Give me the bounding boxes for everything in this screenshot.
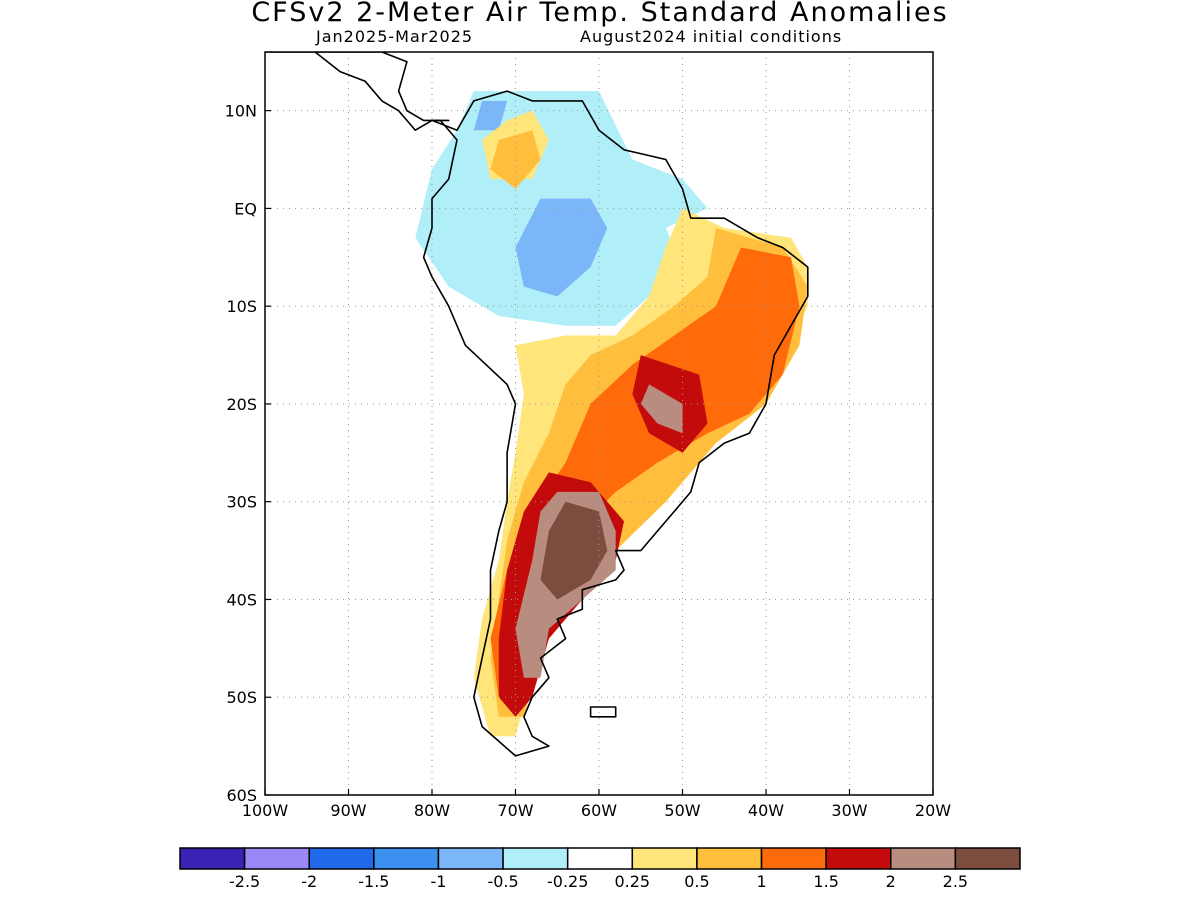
anomaly-region — [473, 100, 508, 131]
colorbar-label: 0.5 — [684, 872, 709, 891]
colorbar-swatch — [566, 847, 634, 870]
anomaly-region — [540, 501, 608, 600]
longitude-tick-label: 20W — [915, 801, 951, 820]
colorbar-swatch — [954, 847, 1021, 870]
chart-title: CFSv2 2-Meter Air Temp. Standard Anomali… — [251, 0, 949, 28]
longitude-tick-label: 90W — [330, 801, 366, 820]
anomaly-shading-layer — [415, 91, 808, 737]
colorbar-label: -0.5 — [487, 872, 518, 891]
latitude-tick-label: 10N — [225, 102, 257, 121]
colorbar-swatch — [373, 847, 440, 870]
latitude-tick-label: 60S — [226, 786, 257, 805]
colorbar-label: 1 — [756, 872, 766, 891]
longitude-tick-label: 50W — [664, 801, 700, 820]
latitude-tick-label: 10S — [226, 297, 257, 316]
colorbar-label: -1.5 — [358, 872, 389, 891]
colorbar-swatch — [502, 847, 569, 870]
colorbar-label: 2 — [886, 872, 896, 891]
coastline — [265, 52, 450, 131]
colorbar-label: -1 — [430, 872, 446, 891]
colorbar-label: 2.5 — [943, 872, 968, 891]
latitude-tick-label: 30S — [226, 493, 257, 512]
colorbar-swatch — [825, 847, 892, 870]
latitude-tick-label: 50S — [226, 688, 257, 707]
colorbar-swatch — [696, 847, 763, 870]
anomaly-region — [490, 247, 800, 698]
longitude-tick-label: 30W — [831, 801, 867, 820]
coastline-layer — [265, 52, 809, 757]
colorbar-swatch — [179, 847, 246, 870]
colorbar-label: 1.5 — [813, 872, 838, 891]
colorbar-swatch — [243, 847, 310, 870]
colorbar-swatch — [631, 847, 698, 870]
anomaly-region — [490, 130, 541, 189]
colorbar-label: -2.5 — [229, 872, 260, 891]
coastline — [422, 90, 809, 757]
longitude-tick-label: 40W — [748, 801, 784, 820]
longitude-tick-label: 80W — [414, 801, 450, 820]
coastline — [589, 706, 617, 718]
colorbar-label: 0.25 — [614, 872, 650, 891]
colorbar: -2.5 -2 -1.5 -1 -0.5 -0.25 0.25 0.5 1 1.5 2 2.5 — [179, 847, 1021, 891]
longitude-tick-label: 60W — [581, 801, 617, 820]
longitude-tick-label: 100W — [242, 801, 289, 820]
colorbar-swatch — [308, 847, 375, 870]
colorbar-swatch — [760, 847, 827, 870]
colorbar-swatch — [437, 847, 504, 870]
initial-conditions-subtitle: August2024 initial conditions — [580, 27, 843, 46]
latitude-tick-label: 40S — [226, 590, 257, 609]
colorbar-label: -2 — [301, 872, 317, 891]
forecast-period-subtitle: Jan2025-Mar2025 — [316, 27, 474, 46]
colorbar-label: -0.25 — [547, 872, 588, 891]
anomaly-region — [640, 384, 683, 434]
colorbar-swatch — [890, 847, 957, 870]
latitude-tick-label: EQ — [234, 199, 257, 218]
longitude-tick-label: 70W — [497, 801, 533, 820]
map-axes: 100W 90W 80W 70W 60W 50W 40W 30W 20W 10N EQ 10S 20S 3… — [225, 102, 952, 820]
anomaly-region — [515, 198, 608, 297]
latitude-tick-label: 20S — [226, 395, 257, 414]
